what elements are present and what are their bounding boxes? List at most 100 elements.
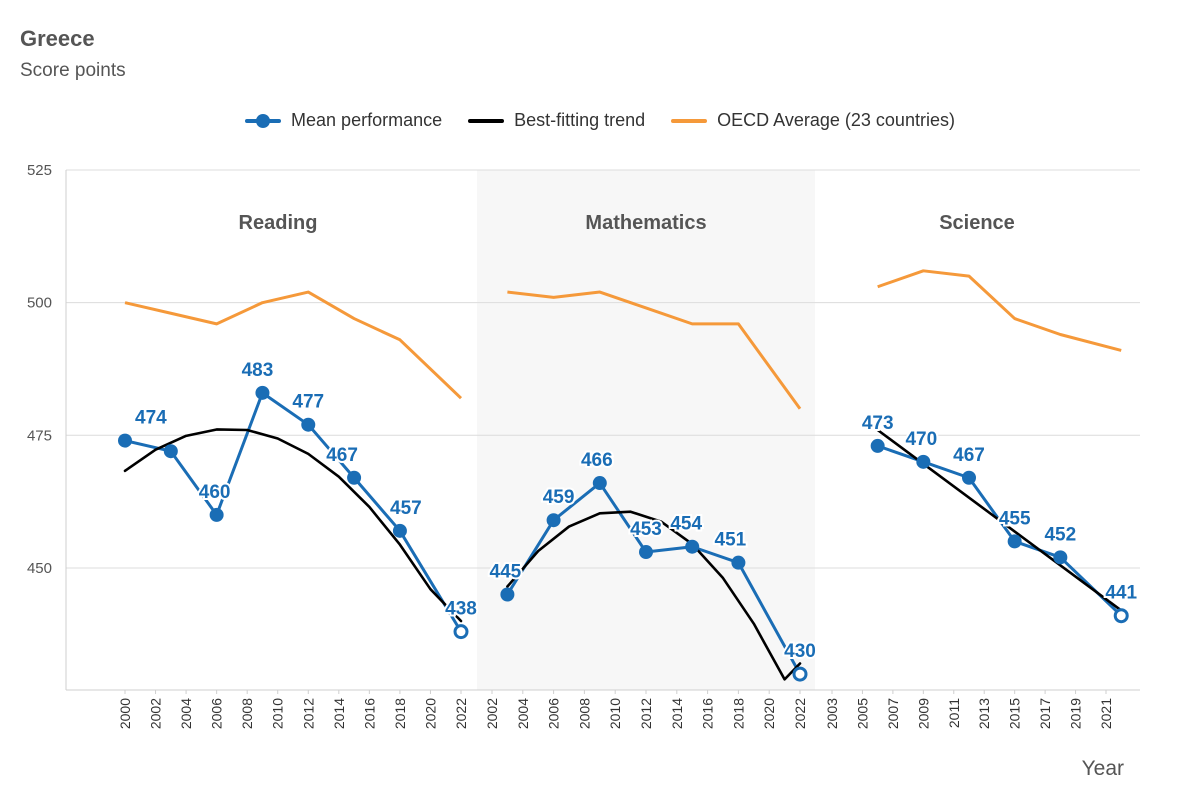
x-tick-label-reading: 2020 — [422, 698, 438, 729]
legend-label-oecd-average: OECD Average (23 countries) — [717, 110, 955, 130]
oecd-average-line-science — [877, 269, 1122, 352]
panel-title-science: Science — [939, 212, 1015, 234]
legend: Mean performance Best-fitting trend OECD… — [0, 110, 1200, 131]
oecd-average-line-mathematics — [507, 290, 802, 410]
data-label-mathematics: 430 — [784, 641, 816, 662]
mean-performance-point-mathematics — [546, 513, 561, 528]
x-tick-label-reading: 2022 — [453, 698, 469, 729]
data-label-science: 455 — [999, 508, 1031, 529]
mean-performance-point-reading — [392, 523, 407, 538]
data-label-science: 473 — [862, 413, 894, 434]
x-tick-label-mathematics: 2004 — [515, 698, 531, 729]
y-tick-label: 475 — [27, 427, 52, 444]
mean-performance-line-science — [877, 444, 1123, 617]
x-tick-label-reading: 2004 — [178, 698, 194, 729]
data-label-reading: 457 — [390, 498, 422, 519]
x-tick-label-science: 2013 — [976, 698, 992, 729]
mean-performance-point-science — [870, 438, 885, 453]
data-label-reading: 460 — [199, 482, 231, 503]
x-tick-label-science: 2015 — [1007, 698, 1023, 729]
mean-performance-point-reading — [453, 624, 469, 640]
mean-performance-line-reading — [124, 391, 463, 633]
x-tick-label-mathematics: 2006 — [546, 698, 562, 729]
best-fitting-trend-line-mathematics — [506, 510, 802, 681]
data-label-science: 470 — [905, 429, 937, 450]
data-label-reading: 438 — [445, 599, 477, 620]
x-tick-label-science: 2017 — [1037, 698, 1053, 729]
data-label-reading: 477 — [292, 392, 324, 413]
mean-performance-point-mathematics — [685, 539, 700, 554]
mean-performance-point-reading — [163, 444, 178, 459]
panel-title-mathematics: Mathematics — [585, 212, 706, 234]
mean-performance-point-science — [1007, 534, 1022, 549]
x-tick-label-science: 2005 — [854, 698, 870, 729]
mean-performance-point-reading — [301, 417, 316, 432]
mean-performance-point-mathematics — [592, 476, 607, 491]
x-tick-label-mathematics: 2014 — [669, 698, 685, 729]
data-label-mathematics: 453 — [630, 519, 662, 540]
mean-performance-point-reading — [347, 470, 362, 485]
x-tick-label-reading: 2002 — [148, 698, 164, 729]
mean-performance-point-mathematics — [500, 587, 515, 602]
mean-performance-point-mathematics — [639, 545, 653, 560]
x-tick-label-reading: 2016 — [361, 698, 377, 729]
x-tick-label-mathematics: 2008 — [576, 698, 592, 729]
legend-item-oecd-average[interactable]: OECD Average (23 countries) — [671, 110, 955, 131]
mean-performance-point-reading — [209, 507, 224, 522]
x-tick-label-mathematics: 2002 — [484, 698, 500, 729]
y-tick-label: 500 — [27, 295, 52, 312]
legend-swatch-mean-performance — [245, 113, 282, 128]
mean-performance-point-reading — [118, 433, 132, 448]
y-tick-label: 525 — [27, 162, 52, 179]
x-tick-label-reading: 2010 — [270, 698, 286, 729]
x-tick-label-reading: 2012 — [300, 698, 316, 729]
data-label-science: 452 — [1044, 524, 1076, 545]
x-tick-label-mathematics: 2012 — [638, 698, 654, 729]
legend-label-mean-performance: Mean performance — [291, 110, 443, 130]
panel-title-reading: Reading — [239, 212, 318, 234]
x-tick-label-mathematics: 2016 — [700, 698, 716, 729]
data-label-mathematics: 451 — [715, 530, 747, 551]
panel-background-mathematics — [477, 170, 815, 690]
data-label-mathematics: 445 — [490, 561, 522, 582]
data-label-reading: 483 — [242, 360, 274, 381]
x-axis-title: Year — [1081, 757, 1124, 780]
legend-item-mean-performance[interactable]: Mean performance — [245, 110, 442, 131]
x-tick-label-reading: 2006 — [209, 698, 225, 729]
best-fitting-trend-line-reading — [123, 428, 463, 623]
mean-performance-point-science — [916, 454, 931, 469]
data-label-reading: 467 — [326, 445, 358, 466]
legend-swatch-best-fitting-trend — [468, 114, 505, 128]
mean-performance-point-reading — [255, 385, 270, 400]
x-tick-label-science: 2011 — [946, 698, 962, 728]
legend-swatch-oecd-average — [671, 114, 708, 128]
data-label-reading: 474 — [135, 408, 167, 429]
data-label-science: 441 — [1105, 583, 1137, 604]
x-tick-label-mathematics: 2020 — [761, 698, 777, 729]
data-label-mathematics: 466 — [581, 450, 613, 471]
data-label-mathematics: 454 — [670, 514, 702, 535]
data-label-mathematics: 459 — [543, 487, 575, 508]
chart-subtitle: Score points — [20, 60, 126, 81]
x-tick-label-mathematics: 2010 — [607, 698, 623, 729]
mean-performance-point-science — [962, 470, 976, 485]
legend-item-best-fitting-trend[interactable]: Best-fitting trend — [468, 110, 645, 131]
x-tick-label-reading: 2014 — [331, 698, 347, 729]
chart-title: Greece — [20, 26, 95, 51]
x-tick-label-reading: 2018 — [392, 698, 408, 729]
x-tick-label-reading: 2000 — [117, 698, 133, 729]
x-tick-label-reading: 2008 — [239, 698, 255, 729]
mean-performance-point-science — [1053, 550, 1068, 565]
mean-performance-point-mathematics — [792, 666, 808, 682]
mean-performance-point-science — [1113, 608, 1129, 624]
x-tick-label-mathematics: 2022 — [792, 698, 808, 729]
y-tick-label: 450 — [27, 560, 52, 577]
x-tick-label-science: 2007 — [885, 698, 901, 729]
legend-label-best-fitting-trend: Best-fitting trend — [514, 110, 646, 130]
data-label-science: 467 — [953, 445, 985, 466]
oecd-average-line-reading — [124, 290, 463, 400]
mean-performance-point-mathematics — [731, 555, 746, 570]
x-tick-label-science: 2019 — [1068, 698, 1084, 729]
x-tick-label-science: 2003 — [824, 698, 840, 729]
